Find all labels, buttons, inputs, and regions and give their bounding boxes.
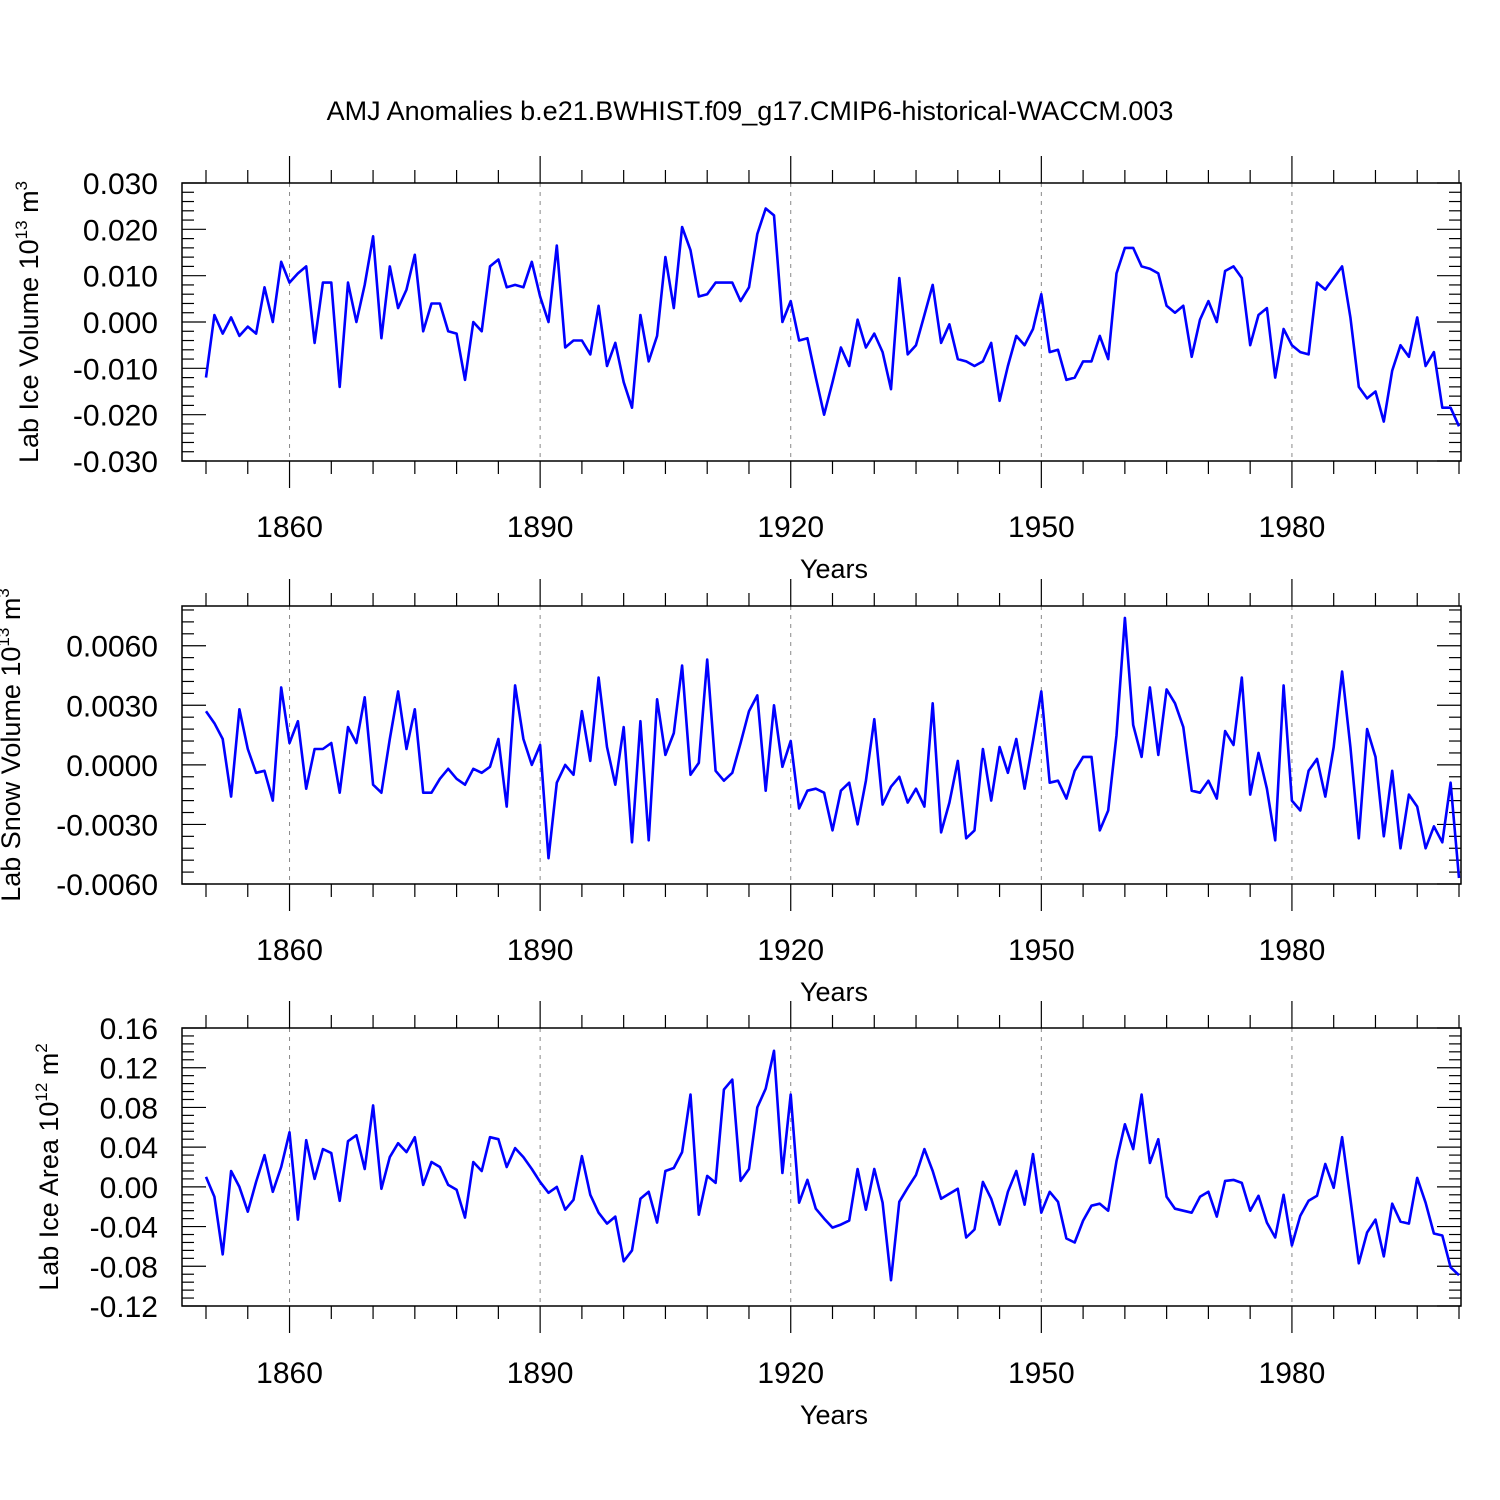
y-tick-label: 0.0060: [66, 631, 158, 664]
x-axis-label: Years: [800, 554, 868, 584]
x-tick-label: 1860: [256, 1357, 323, 1390]
y-tick-label: 0.000: [83, 307, 158, 340]
y-tick-label: 0.020: [83, 214, 158, 247]
x-tick-label: 1980: [1259, 934, 1326, 967]
y-tick-label: 0.030: [83, 168, 158, 201]
y-tick-label: -0.010: [73, 353, 158, 386]
y-tick-label: 0.04: [100, 1132, 158, 1165]
y-axis-label: Lab Ice Area 1012 m2: [32, 1043, 64, 1291]
y-tick-label: -0.0030: [56, 809, 158, 842]
y-tick-label: 0.12: [100, 1053, 158, 1086]
y-tick-label: 0.16: [100, 1013, 158, 1046]
y-tick-label: 0.010: [83, 261, 158, 294]
series-line: [204, 207, 1461, 427]
panel-snow-volume: -0.0060 -0.0030 0.0000 0.0030 0.0060 1860 1890…: [0, 579, 1462, 1007]
y-tick-label: 0.0030: [66, 690, 158, 723]
y-axis-label: Lab Ice Volume 1013 m3: [12, 181, 44, 463]
y-tick-label: -0.04: [90, 1212, 158, 1245]
y-tick-label: -0.020: [73, 400, 158, 433]
x-tick-label: 1950: [1008, 934, 1075, 967]
y-tick-label: 0.00: [100, 1172, 158, 1205]
series-line: [204, 1049, 1460, 1282]
x-tick-label: 1890: [507, 934, 574, 967]
panel-ice-area: -0.12 -0.08 -0.04 0.00 0.04 0.08 0.12 0.16 1860 1…: [32, 1001, 1462, 1430]
panel-ice-volume: -0.030 -0.020 -0.010 0.000 0.010 0.020 0.030 18…: [12, 156, 1462, 584]
y-tick-label: -0.0060: [56, 869, 158, 902]
x-tick-label: 1860: [256, 934, 323, 967]
y-tick-label: -0.08: [90, 1251, 158, 1284]
y-tick-label: -0.12: [90, 1291, 158, 1324]
x-tick-label: 1920: [757, 1357, 824, 1390]
x-tick-label: 1890: [507, 1357, 574, 1390]
y-tick-label: 0.08: [100, 1092, 158, 1125]
x-tick-label: 1980: [1259, 511, 1326, 544]
plot-frame: [181, 1027, 1462, 1307]
y-tick-label: -0.030: [73, 446, 158, 479]
y-tick-label: 0.0000: [66, 750, 158, 783]
x-tick-label: 1920: [757, 934, 824, 967]
chart-title: AMJ Anomalies b.e21.BWHIST.f09_g17.CMIP6…: [327, 96, 1174, 126]
y-axis-label: Lab Snow Volume 1013 m3: [0, 588, 26, 902]
x-tick-label: 1920: [757, 511, 824, 544]
x-tick-label: 1890: [507, 511, 574, 544]
series-line: [204, 616, 1461, 879]
plot-frame: [181, 605, 1462, 885]
x-axis-label: Years: [800, 1400, 868, 1430]
x-tick-label: 1950: [1008, 511, 1075, 544]
x-tick-label: 1860: [256, 511, 323, 544]
x-tick-label: 1950: [1008, 1357, 1075, 1390]
x-axis-label: Years: [800, 977, 868, 1007]
x-tick-label: 1980: [1259, 1357, 1326, 1390]
